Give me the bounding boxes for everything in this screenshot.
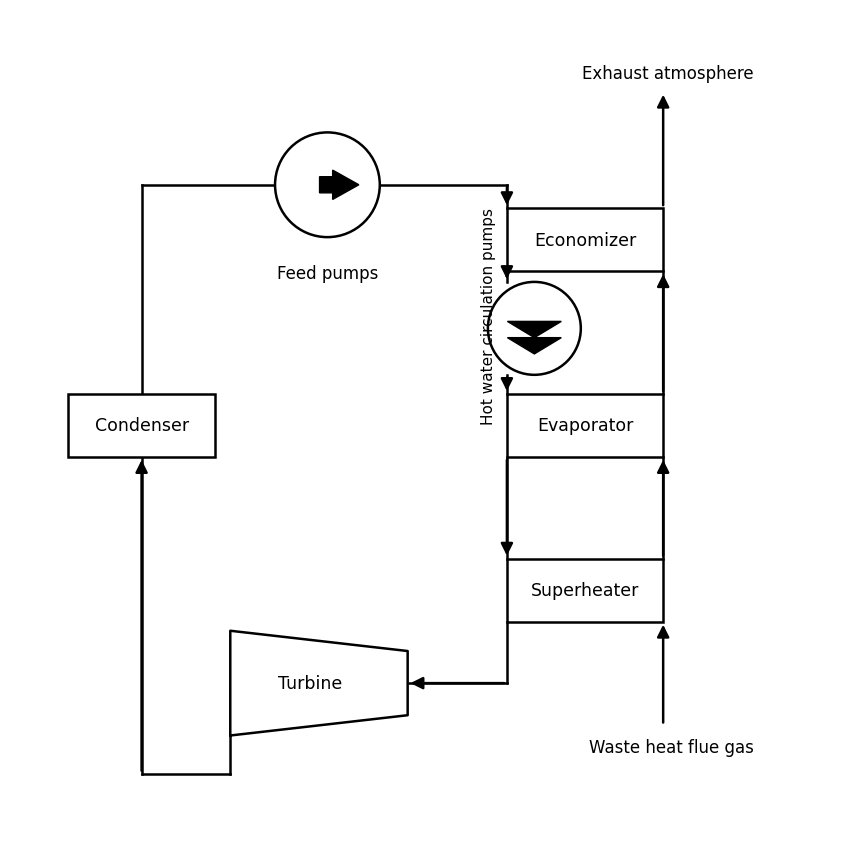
Text: Waste heat flue gas: Waste heat flue gas xyxy=(589,738,754,756)
Polygon shape xyxy=(230,631,408,735)
Text: Condenser: Condenser xyxy=(94,417,189,435)
Bar xyxy=(507,209,663,272)
Text: Evaporator: Evaporator xyxy=(537,417,633,435)
Bar xyxy=(507,394,663,458)
Bar xyxy=(68,394,216,458)
Text: Economizer: Economizer xyxy=(534,232,637,250)
Text: Exhaust atmosphere: Exhaust atmosphere xyxy=(582,65,753,83)
Text: Superheater: Superheater xyxy=(531,582,639,600)
Polygon shape xyxy=(320,171,359,200)
Bar xyxy=(507,559,663,622)
Text: Feed pumps: Feed pumps xyxy=(277,265,378,283)
Polygon shape xyxy=(507,338,561,354)
Text: Turbine: Turbine xyxy=(278,674,343,693)
Text: Hot water circulation pumps: Hot water circulation pumps xyxy=(481,208,496,424)
Circle shape xyxy=(275,133,380,238)
Polygon shape xyxy=(507,322,561,338)
Circle shape xyxy=(488,283,581,376)
